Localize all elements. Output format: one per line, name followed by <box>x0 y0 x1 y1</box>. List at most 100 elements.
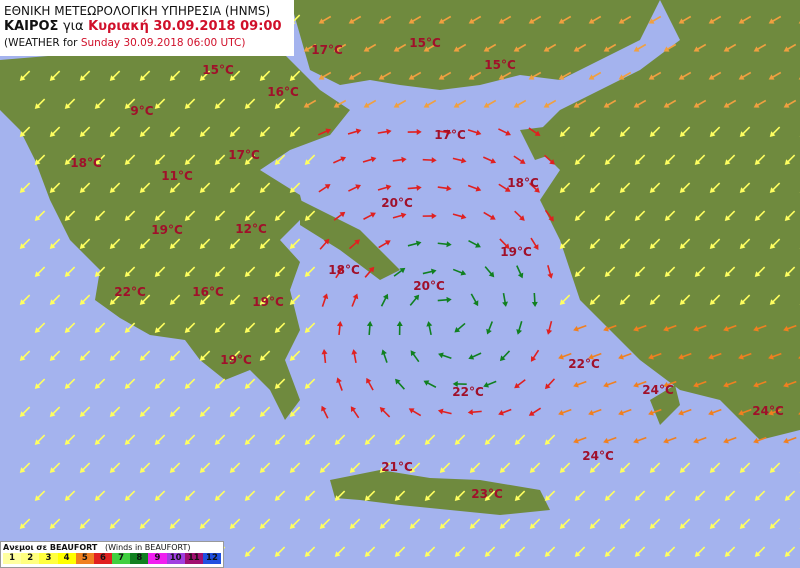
wind-arrow-icon <box>437 408 452 415</box>
wind-arrow-icon <box>486 321 494 335</box>
wind-arrow-icon <box>410 350 420 363</box>
wind-arrow-icon <box>754 266 766 277</box>
wind-arrow-icon <box>678 408 692 416</box>
wind-arrow-icon <box>304 154 316 165</box>
beaufort-7: 7 <box>112 553 131 564</box>
wind-arrow-icon <box>768 352 782 360</box>
wind-arrow-icon <box>426 321 433 336</box>
wind-arrow-icon <box>498 183 511 192</box>
wind-arrow-icon <box>589 294 601 305</box>
wind-arrow-icon <box>709 294 721 305</box>
wind-arrow-icon <box>437 296 452 303</box>
beaufort-6: 6 <box>93 553 113 564</box>
wind-arrow-icon <box>648 71 662 80</box>
wind-arrow-icon <box>408 408 422 417</box>
wind-arrow-icon <box>154 434 166 445</box>
wind-arrow-icon <box>498 128 511 136</box>
title-panel: ΕΘΝΙΚΗ ΜΕΤΕΩΡΟΛΟΓΙΚΗ ΥΠΗΡΕΣΙΑ (HNMS) ΚΑΙ… <box>0 0 294 56</box>
wind-arrow-icon <box>169 294 181 305</box>
wind-arrow-icon <box>244 322 256 333</box>
wind-arrow-icon <box>169 126 181 137</box>
wind-arrow-icon <box>274 266 286 277</box>
wind-arrow-icon <box>424 546 436 557</box>
wind-arrow-icon <box>454 546 466 557</box>
legend-heading: Ανεμοι σε BEAUFORT (Winds in BEAUFORT) <box>3 543 221 552</box>
wind-arrow-icon <box>109 238 121 249</box>
wind-arrow-icon <box>679 182 691 193</box>
wind-arrow-icon <box>574 490 586 501</box>
wind-arrow-icon <box>184 322 196 333</box>
wind-arrow-icon <box>64 434 76 445</box>
wind-arrow-icon <box>244 378 256 389</box>
wind-arrow-icon <box>739 126 751 137</box>
wind-arrow-icon <box>603 436 617 444</box>
wind-arrow-icon <box>664 546 676 557</box>
wind-arrow-icon <box>769 518 781 529</box>
wind-arrow-icon <box>321 293 329 307</box>
wind-arrow-icon <box>709 126 721 137</box>
wind-arrow-icon <box>214 490 226 501</box>
wind-arrow-icon <box>124 322 136 333</box>
wind-arrow-icon <box>199 294 211 305</box>
wind-arrow-icon <box>124 378 136 389</box>
land-crete <box>330 470 550 515</box>
wind-arrow-icon <box>392 212 407 219</box>
wind-arrow-icon <box>64 210 76 221</box>
wind-arrow-icon <box>678 71 692 80</box>
wind-arrow-icon <box>351 349 358 364</box>
wind-arrow-icon <box>482 156 497 164</box>
wind-arrow-icon <box>438 352 452 359</box>
wind-arrow-icon <box>154 154 166 165</box>
wind-arrow-icon <box>573 99 587 108</box>
wind-arrow-icon <box>154 266 166 277</box>
wind-arrow-icon <box>574 210 586 221</box>
wind-arrow-icon <box>317 128 332 136</box>
wind-arrow-icon <box>154 322 166 333</box>
wind-arrow-icon <box>633 43 647 52</box>
wind-arrow-icon <box>709 518 721 529</box>
wind-arrow-icon <box>64 490 76 501</box>
wind-arrow-icon <box>589 182 601 193</box>
wind-arrow-icon <box>454 322 466 333</box>
wind-arrow-icon <box>739 518 751 529</box>
wind-arrow-icon <box>19 70 31 81</box>
wind-arrow-icon <box>516 321 523 335</box>
wind-arrow-icon <box>693 99 707 108</box>
beaufort-4: 4 <box>57 553 76 564</box>
wind-arrow-icon <box>393 43 407 52</box>
wind-arrow-icon <box>394 490 406 501</box>
wind-arrow-icon <box>439 518 451 529</box>
wind-arrow-icon <box>109 518 121 529</box>
temperature-label: 9°C <box>130 104 154 118</box>
temperature-label: 23°C <box>471 487 503 501</box>
wind-arrow-icon <box>364 546 376 557</box>
wind-arrow-icon <box>348 15 362 24</box>
temperature-label: 24°C <box>642 383 674 397</box>
wind-arrow-icon <box>738 71 752 80</box>
wind-arrow-icon <box>633 380 647 388</box>
wind-arrow-icon <box>559 294 571 305</box>
wind-arrow-icon <box>633 436 647 444</box>
wind-arrow-icon <box>423 380 437 388</box>
wind-arrow-icon <box>304 546 316 557</box>
wind-arrow-icon <box>679 126 691 137</box>
wind-arrow-icon <box>648 352 662 360</box>
wind-arrow-icon <box>408 71 422 80</box>
wind-arrow-icon <box>79 406 91 417</box>
wind-arrow-icon <box>664 210 676 221</box>
wind-arrow-icon <box>199 518 211 529</box>
wind-arrow-icon <box>589 518 601 529</box>
wind-arrow-icon <box>453 43 467 52</box>
wind-arrow-icon <box>633 324 647 332</box>
wind-arrow-icon <box>366 377 374 391</box>
wind-arrow-icon <box>304 490 316 501</box>
wind-arrow-icon <box>184 98 196 109</box>
wind-arrow-icon <box>769 182 781 193</box>
wind-arrow-icon <box>783 43 797 52</box>
wind-arrow-icon <box>723 43 737 52</box>
for-label: για <box>62 19 84 34</box>
temperature-label: 11°C <box>161 169 193 183</box>
wind-arrow-icon <box>452 213 467 220</box>
wind-arrow-icon <box>64 266 76 277</box>
wind-arrow-icon <box>351 293 359 307</box>
